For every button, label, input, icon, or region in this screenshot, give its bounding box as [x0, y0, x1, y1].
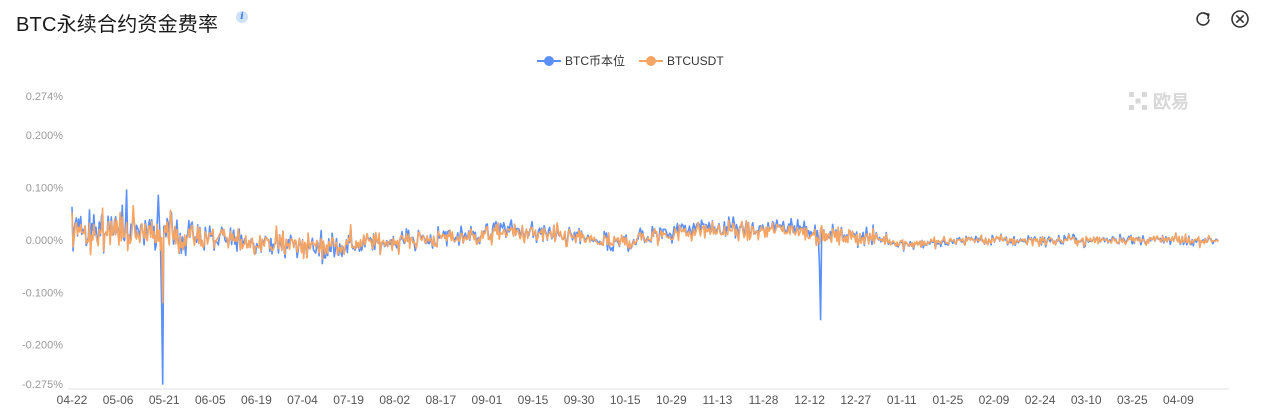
- close-button[interactable]: [1230, 9, 1250, 29]
- legend-item-btcusdt[interactable]: BTCUSDT: [639, 54, 724, 68]
- x-tick-label: 05-21: [149, 393, 180, 407]
- x-tick-label: 04-22: [57, 393, 88, 407]
- legend-label-btc-coin: BTC币本位: [565, 54, 626, 68]
- x-tick-label: 11-13: [702, 393, 732, 407]
- x-tick-label: 03-25: [1117, 393, 1148, 407]
- legend-marker-btc-coin: [537, 55, 561, 66]
- info-icon[interactable]: i: [236, 11, 248, 23]
- watermark-text: 欧易: [1153, 92, 1189, 112]
- x-tick-label: 02-24: [1025, 393, 1056, 407]
- y-tick-label: -0.200%: [22, 340, 63, 352]
- x-tick-label: 07-19: [333, 393, 364, 407]
- page-title: BTC永续合约资金费率: [16, 14, 219, 36]
- x-tick-label: 01-25: [933, 393, 964, 407]
- x-tick-label: 12-12: [794, 393, 825, 407]
- x-tick-label: 09-15: [518, 393, 549, 407]
- x-tick-label: 03-10: [1071, 393, 1102, 407]
- okx-logo-icon: [1129, 92, 1147, 110]
- x-tick-label: 10-15: [610, 393, 641, 407]
- x-tick-label: 08-17: [425, 393, 456, 407]
- y-tick-label: 0.274%: [26, 91, 64, 103]
- y-tick-label: -0.275%: [22, 379, 63, 391]
- x-tick-label: 11-28: [749, 393, 779, 407]
- x-tick-label: 10-29: [656, 393, 687, 407]
- refresh-icon: [1196, 12, 1210, 26]
- x-tick-label: 06-05: [195, 393, 226, 407]
- y-tick-label: 0.000%: [26, 235, 64, 247]
- close-icon: [1231, 10, 1249, 28]
- y-tick-label: 0.200%: [26, 130, 64, 142]
- x-tick-label: 01-11: [887, 393, 917, 407]
- x-tick-label: 12-27: [840, 393, 871, 407]
- legend-item-btc-coin[interactable]: BTC币本位: [537, 52, 625, 69]
- y-tick-label: 0.100%: [26, 182, 64, 194]
- y-tick-label: -0.100%: [22, 287, 63, 299]
- legend-label-btcusdt: BTCUSDT: [667, 53, 724, 68]
- chart-legend: BTC币本位 BTCUSDT: [537, 52, 724, 69]
- x-tick-label: 07-04: [287, 393, 318, 407]
- legend-marker-btcusdt: [639, 55, 664, 66]
- x-tick-label: 05-06: [103, 393, 134, 407]
- x-tick-label: 04-09: [1163, 393, 1194, 407]
- series-line-btc-coin: [71, 189, 1219, 385]
- okx-watermark: 欧易: [1128, 88, 1189, 114]
- x-tick-label: 09-01: [472, 393, 503, 407]
- refresh-button[interactable]: [1193, 9, 1213, 29]
- x-tick-label: 09-30: [564, 393, 595, 407]
- series-line-btcusdt: [71, 204, 1220, 304]
- x-tick-label: 02-09: [979, 393, 1010, 407]
- x-tick-label: 08-02: [379, 393, 410, 407]
- x-tick-label: 06-19: [241, 393, 272, 407]
